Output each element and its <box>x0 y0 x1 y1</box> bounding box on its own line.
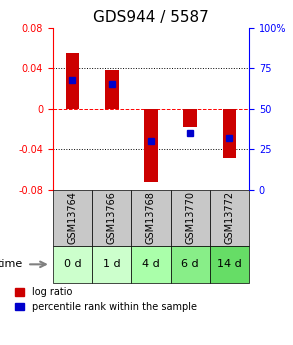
FancyBboxPatch shape <box>92 246 131 283</box>
FancyBboxPatch shape <box>210 246 249 283</box>
Text: GSM13772: GSM13772 <box>224 191 234 245</box>
Text: time: time <box>0 259 23 269</box>
FancyBboxPatch shape <box>210 190 249 246</box>
Text: 6 d: 6 d <box>181 259 199 269</box>
FancyBboxPatch shape <box>92 190 131 246</box>
Text: 14 d: 14 d <box>217 259 242 269</box>
FancyBboxPatch shape <box>131 190 171 246</box>
Bar <box>223 109 236 158</box>
Text: GSM13770: GSM13770 <box>185 191 195 244</box>
Legend: log ratio, percentile rank within the sample: log ratio, percentile rank within the sa… <box>11 283 201 316</box>
Bar <box>144 109 158 182</box>
Bar <box>66 53 79 109</box>
Text: 0 d: 0 d <box>64 259 81 269</box>
Text: 4 d: 4 d <box>142 259 160 269</box>
FancyBboxPatch shape <box>171 190 210 246</box>
Bar <box>105 70 118 109</box>
FancyBboxPatch shape <box>171 246 210 283</box>
Text: GSM13768: GSM13768 <box>146 191 156 244</box>
Title: GDS944 / 5587: GDS944 / 5587 <box>93 10 209 25</box>
Text: GSM13766: GSM13766 <box>107 191 117 244</box>
Text: GSM13764: GSM13764 <box>67 191 77 244</box>
Text: 1 d: 1 d <box>103 259 120 269</box>
FancyBboxPatch shape <box>131 246 171 283</box>
FancyBboxPatch shape <box>53 246 92 283</box>
FancyBboxPatch shape <box>53 190 92 246</box>
Bar <box>183 109 197 127</box>
